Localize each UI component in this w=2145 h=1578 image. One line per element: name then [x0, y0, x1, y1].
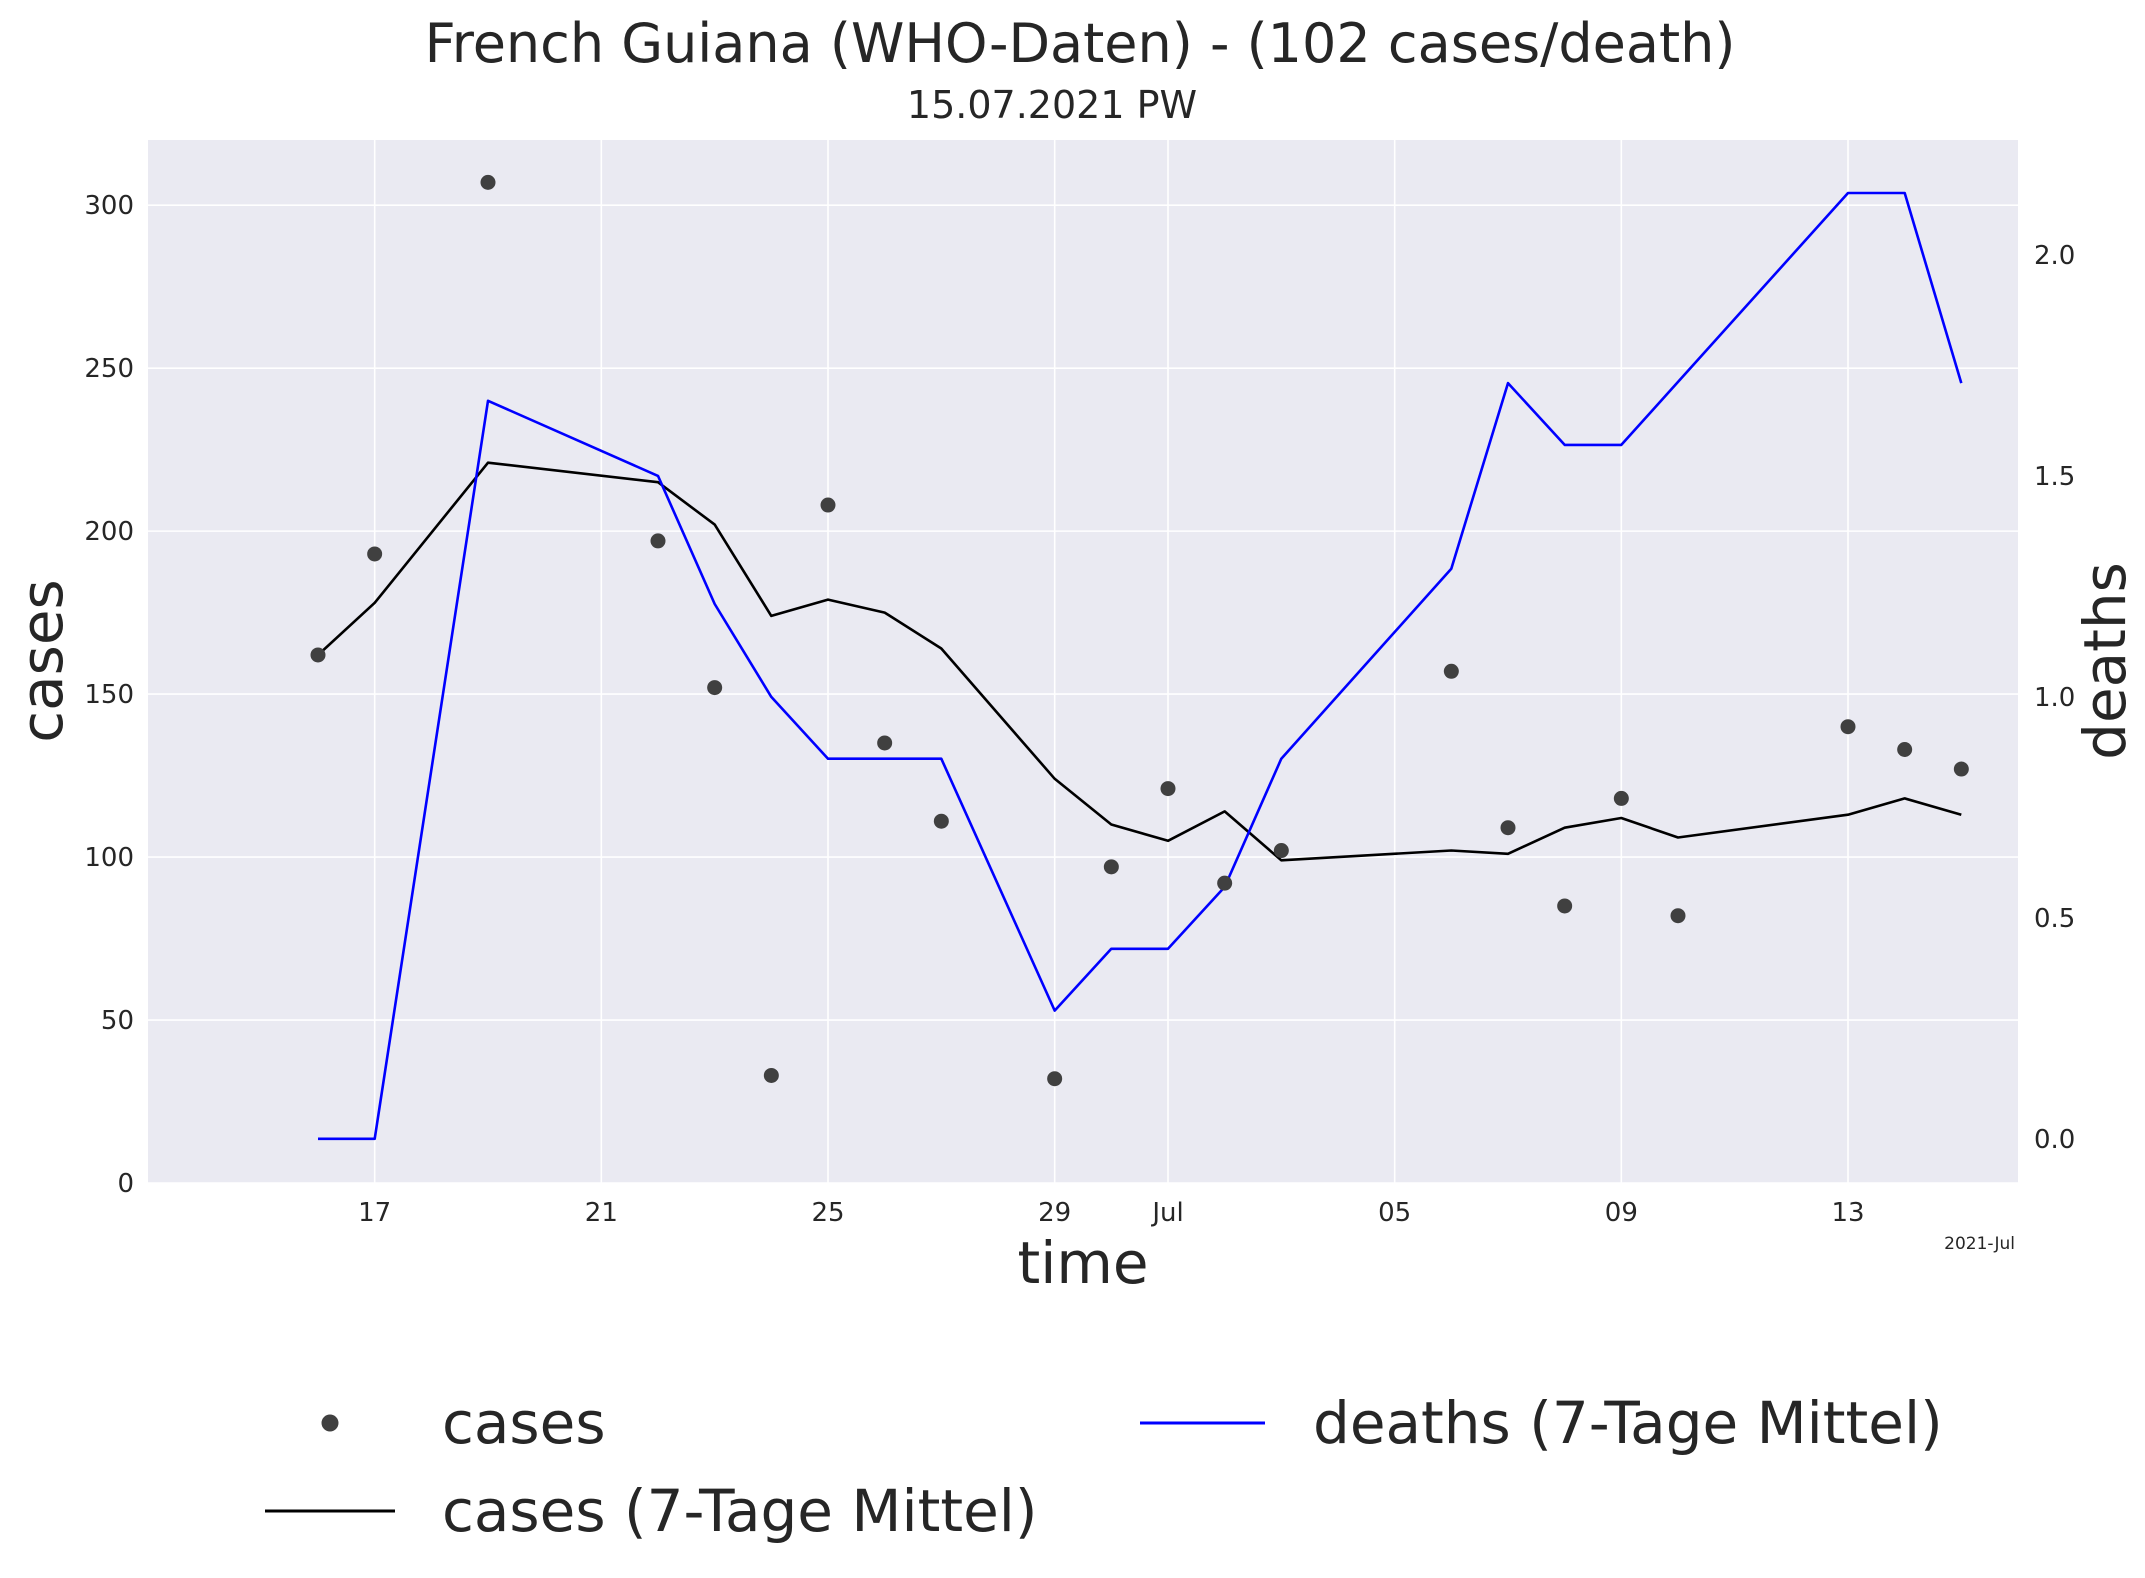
cases-point — [1500, 820, 1516, 836]
cases-point — [1047, 1071, 1063, 1087]
cases-point — [763, 1067, 779, 1083]
x-tick-label: 21 — [585, 1198, 618, 1228]
cases-point — [1557, 898, 1573, 914]
x-tick-label: 17 — [358, 1198, 391, 1228]
y2-tick-label: 1.0 — [2034, 683, 2075, 713]
legend-cases-avg-label: cases (7-Tage Mittel) — [442, 1477, 1038, 1545]
x-tick-label: 09 — [1605, 1198, 1638, 1228]
y-axis-label: cases — [8, 579, 76, 743]
cases-point — [367, 546, 383, 562]
cases-point — [1840, 719, 1856, 735]
y-tick-label: 150 — [84, 680, 134, 710]
plot-area — [148, 140, 2018, 1183]
x-tick-label: 13 — [1831, 1198, 1864, 1228]
cases-point — [820, 497, 836, 513]
x-tick-label: 05 — [1378, 1198, 1411, 1228]
y2-axis-label: deaths — [2071, 562, 2139, 760]
cases-point — [310, 647, 326, 663]
cases-point — [1670, 908, 1686, 924]
cases-point — [707, 680, 723, 696]
legend-cases-marker — [321, 1414, 339, 1432]
grid — [148, 140, 2018, 1184]
x-axis-label: time — [1017, 1229, 1148, 1297]
legend-cases-label: cases — [442, 1389, 606, 1457]
x-offset-label: 2021-Jul — [1944, 1234, 2015, 1254]
cases-point — [650, 533, 666, 549]
cases-point — [1160, 781, 1176, 797]
cases-point — [1273, 843, 1289, 859]
y-tick-label: 300 — [84, 191, 134, 221]
chart-title: French Guiana (WHO-Daten) - (102 cases/d… — [425, 12, 1736, 75]
y2-tick-label: 2.0 — [2034, 241, 2075, 271]
x-tick-label: Jul — [1150, 1198, 1183, 1228]
y2-tick-label: 0.0 — [2034, 1125, 2075, 1155]
y-tick-label: 50 — [101, 1006, 134, 1036]
cases-point — [1897, 742, 1913, 758]
x-tick-label: 25 — [811, 1198, 844, 1228]
y-tick-label: 200 — [84, 517, 134, 547]
y2-tick-label: 1.5 — [2034, 462, 2075, 492]
y-tick-label: 100 — [84, 843, 134, 873]
cases-point — [1443, 663, 1459, 679]
cases-point — [877, 735, 893, 751]
x-tick-label: 29 — [1038, 1198, 1071, 1228]
cases-point — [1217, 875, 1233, 891]
y2-tick-label: 0.5 — [2034, 904, 2075, 934]
cases-avg-line — [317, 461, 1962, 862]
deaths-avg-line — [318, 191, 1963, 1141]
cases-point — [933, 813, 949, 829]
cases-point — [480, 174, 496, 190]
cases-point — [1613, 790, 1629, 806]
cases-point — [1103, 859, 1119, 875]
y-tick-label: 250 — [84, 354, 134, 384]
legend-deaths-avg-label: deaths (7-Tage Mittel) — [1313, 1389, 1943, 1457]
plot-data — [310, 174, 1969, 1141]
chart-subtitle: 15.07.2021 PW — [907, 83, 1197, 127]
cases-point — [1953, 761, 1969, 777]
y-tick-label: 0 — [117, 1169, 134, 1199]
legend: cases cases (7-Tage Mittel) deaths (7-Ta… — [265, 1389, 1943, 1545]
